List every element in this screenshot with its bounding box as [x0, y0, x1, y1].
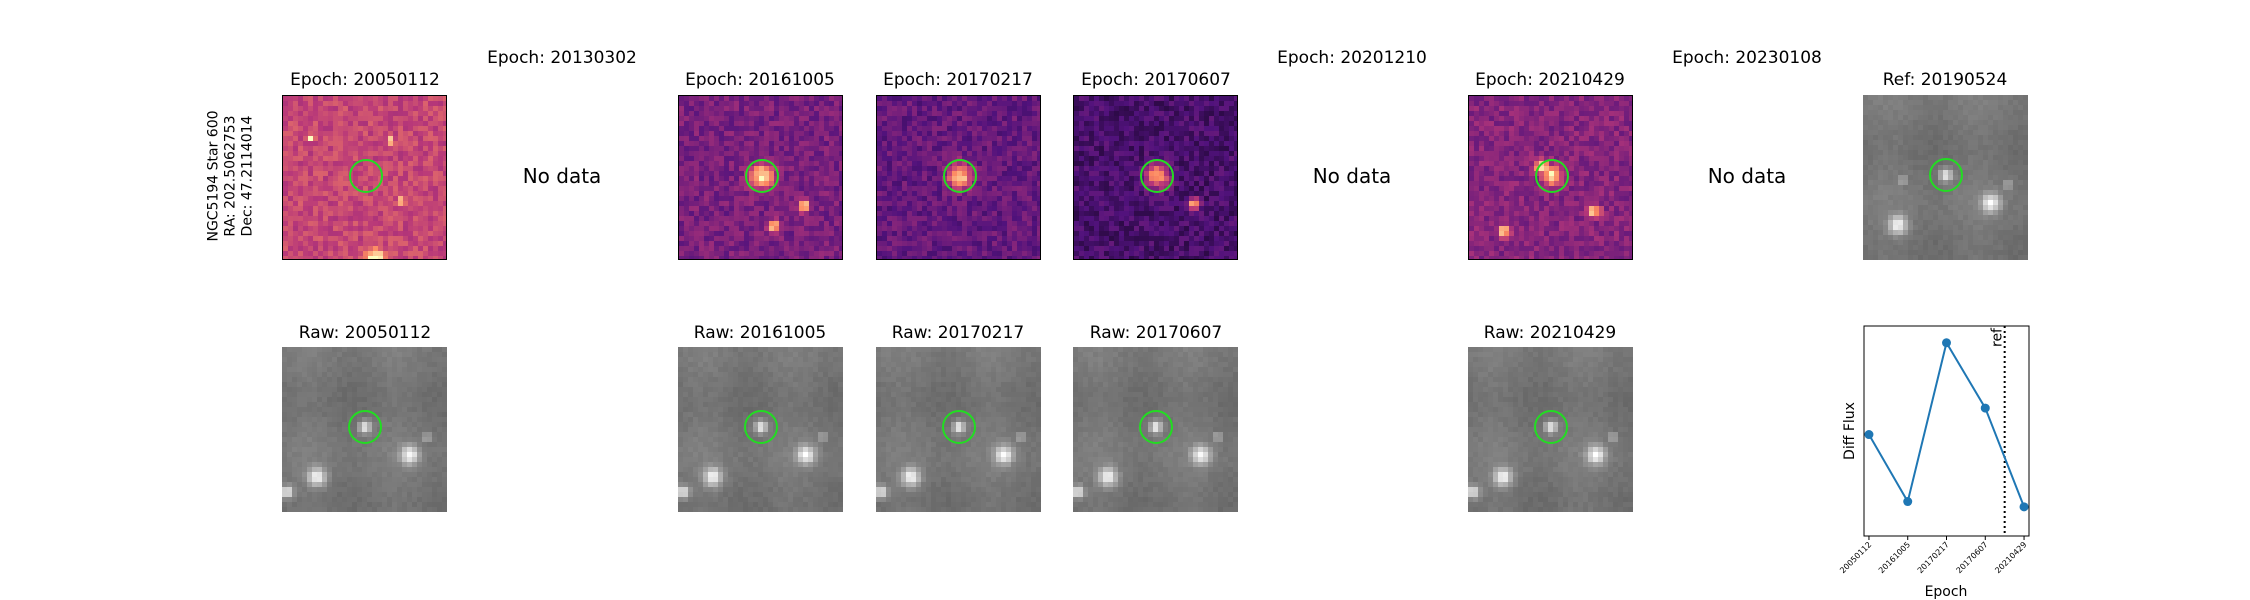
raw-title-20170217: Raw: 20170217	[891, 323, 1025, 343]
raw-image-20170607	[1073, 347, 1238, 512]
raw-image-20170217	[876, 347, 1041, 512]
ref-image-20190524	[1863, 95, 2028, 260]
no-data-20230108: No data	[1707, 164, 1787, 188]
x-tick-label-20170217: 20170217	[1916, 540, 1951, 575]
ref-line-group: ref	[1990, 326, 2006, 536]
aperture-circle	[942, 410, 976, 444]
star-ra: RA: 202.5062753	[222, 115, 239, 237]
x-tick-label-20161005: 20161005	[1877, 540, 1912, 575]
raw-title-20050112: Raw: 20050112	[298, 323, 432, 343]
x-tick-label-20050112: 20050112	[1838, 540, 1873, 575]
aperture-circle	[1140, 159, 1174, 193]
epoch-title-20050112: Epoch: 20050112	[290, 70, 440, 90]
no-data-20130302: No data	[522, 164, 602, 188]
series-line	[1868, 340, 2025, 508]
diff-flux-light-curve: ref 20050112 20161005 20170217 20170607 2021…	[1838, 325, 2030, 600]
diff-image-20050112	[282, 95, 447, 260]
x-tick-label-20170607: 20170607	[1955, 540, 1990, 575]
star-info-label: NGC5194 Star 600 RA: 202.5062753 Dec: 47…	[206, 110, 257, 241]
aperture-circle	[348, 410, 382, 444]
raw-title-20170607: Raw: 20170607	[1089, 323, 1223, 343]
aperture-circle	[1139, 410, 1173, 444]
raw-title-20161005: Raw: 20161005	[693, 323, 827, 343]
epoch-title-20170607: Epoch: 20170607	[1081, 70, 1231, 90]
raw-title-20210429: Raw: 20210429	[1483, 323, 1617, 343]
epoch-title-20210429: Epoch: 20210429	[1475, 70, 1625, 90]
data-point-20050112	[1864, 430, 1874, 440]
diff-image-20161005	[678, 95, 843, 260]
data-point-20210429	[2019, 502, 2029, 512]
data-point-20161005	[1903, 497, 1913, 507]
raw-image-20161005	[678, 347, 843, 512]
epoch-title-20230108: Epoch: 20230108	[1672, 48, 1822, 68]
aperture-circle	[745, 159, 779, 193]
epoch-title-20170217: Epoch: 20170217	[883, 70, 1033, 90]
star-name: NGC5194 Star 600	[205, 110, 222, 242]
raw-image-20210429	[1468, 347, 1633, 512]
data-point-20170217	[1942, 338, 1951, 348]
data-point-20170607	[1980, 403, 1990, 413]
ref-label: ref	[1990, 327, 2006, 347]
diff-image-20210429	[1468, 95, 1633, 260]
no-data-20201210: No data	[1312, 164, 1392, 188]
x-tick-label-20210429: 20210429	[1993, 540, 2028, 575]
diff-image-20170607	[1073, 95, 1238, 260]
series-points	[1864, 338, 2029, 512]
aperture-circle	[744, 410, 778, 444]
epoch-title-20130302: Epoch: 20130302	[487, 48, 637, 68]
diff-image-20170217	[876, 95, 1041, 260]
x-axis-label: Epoch	[1925, 584, 1968, 600]
epoch-title-20161005: Epoch: 20161005	[685, 70, 835, 90]
star-dec: Dec: 47.2114014	[239, 115, 256, 237]
aperture-circle	[1535, 159, 1569, 193]
ref-title-20190524: Ref: 20190524	[1882, 70, 2008, 90]
y-axis-label: Diff Flux	[1842, 402, 1858, 460]
aperture-circle	[1534, 410, 1568, 444]
aperture-circle	[1929, 158, 1963, 192]
aperture-circle	[943, 159, 977, 193]
x-axis-ticks: 20050112 20161005 20170217 20170607 20210429	[1838, 536, 2028, 575]
raw-image-20050112	[282, 347, 447, 512]
epoch-title-20201210: Epoch: 20201210	[1277, 48, 1427, 68]
aperture-circle	[349, 159, 383, 193]
